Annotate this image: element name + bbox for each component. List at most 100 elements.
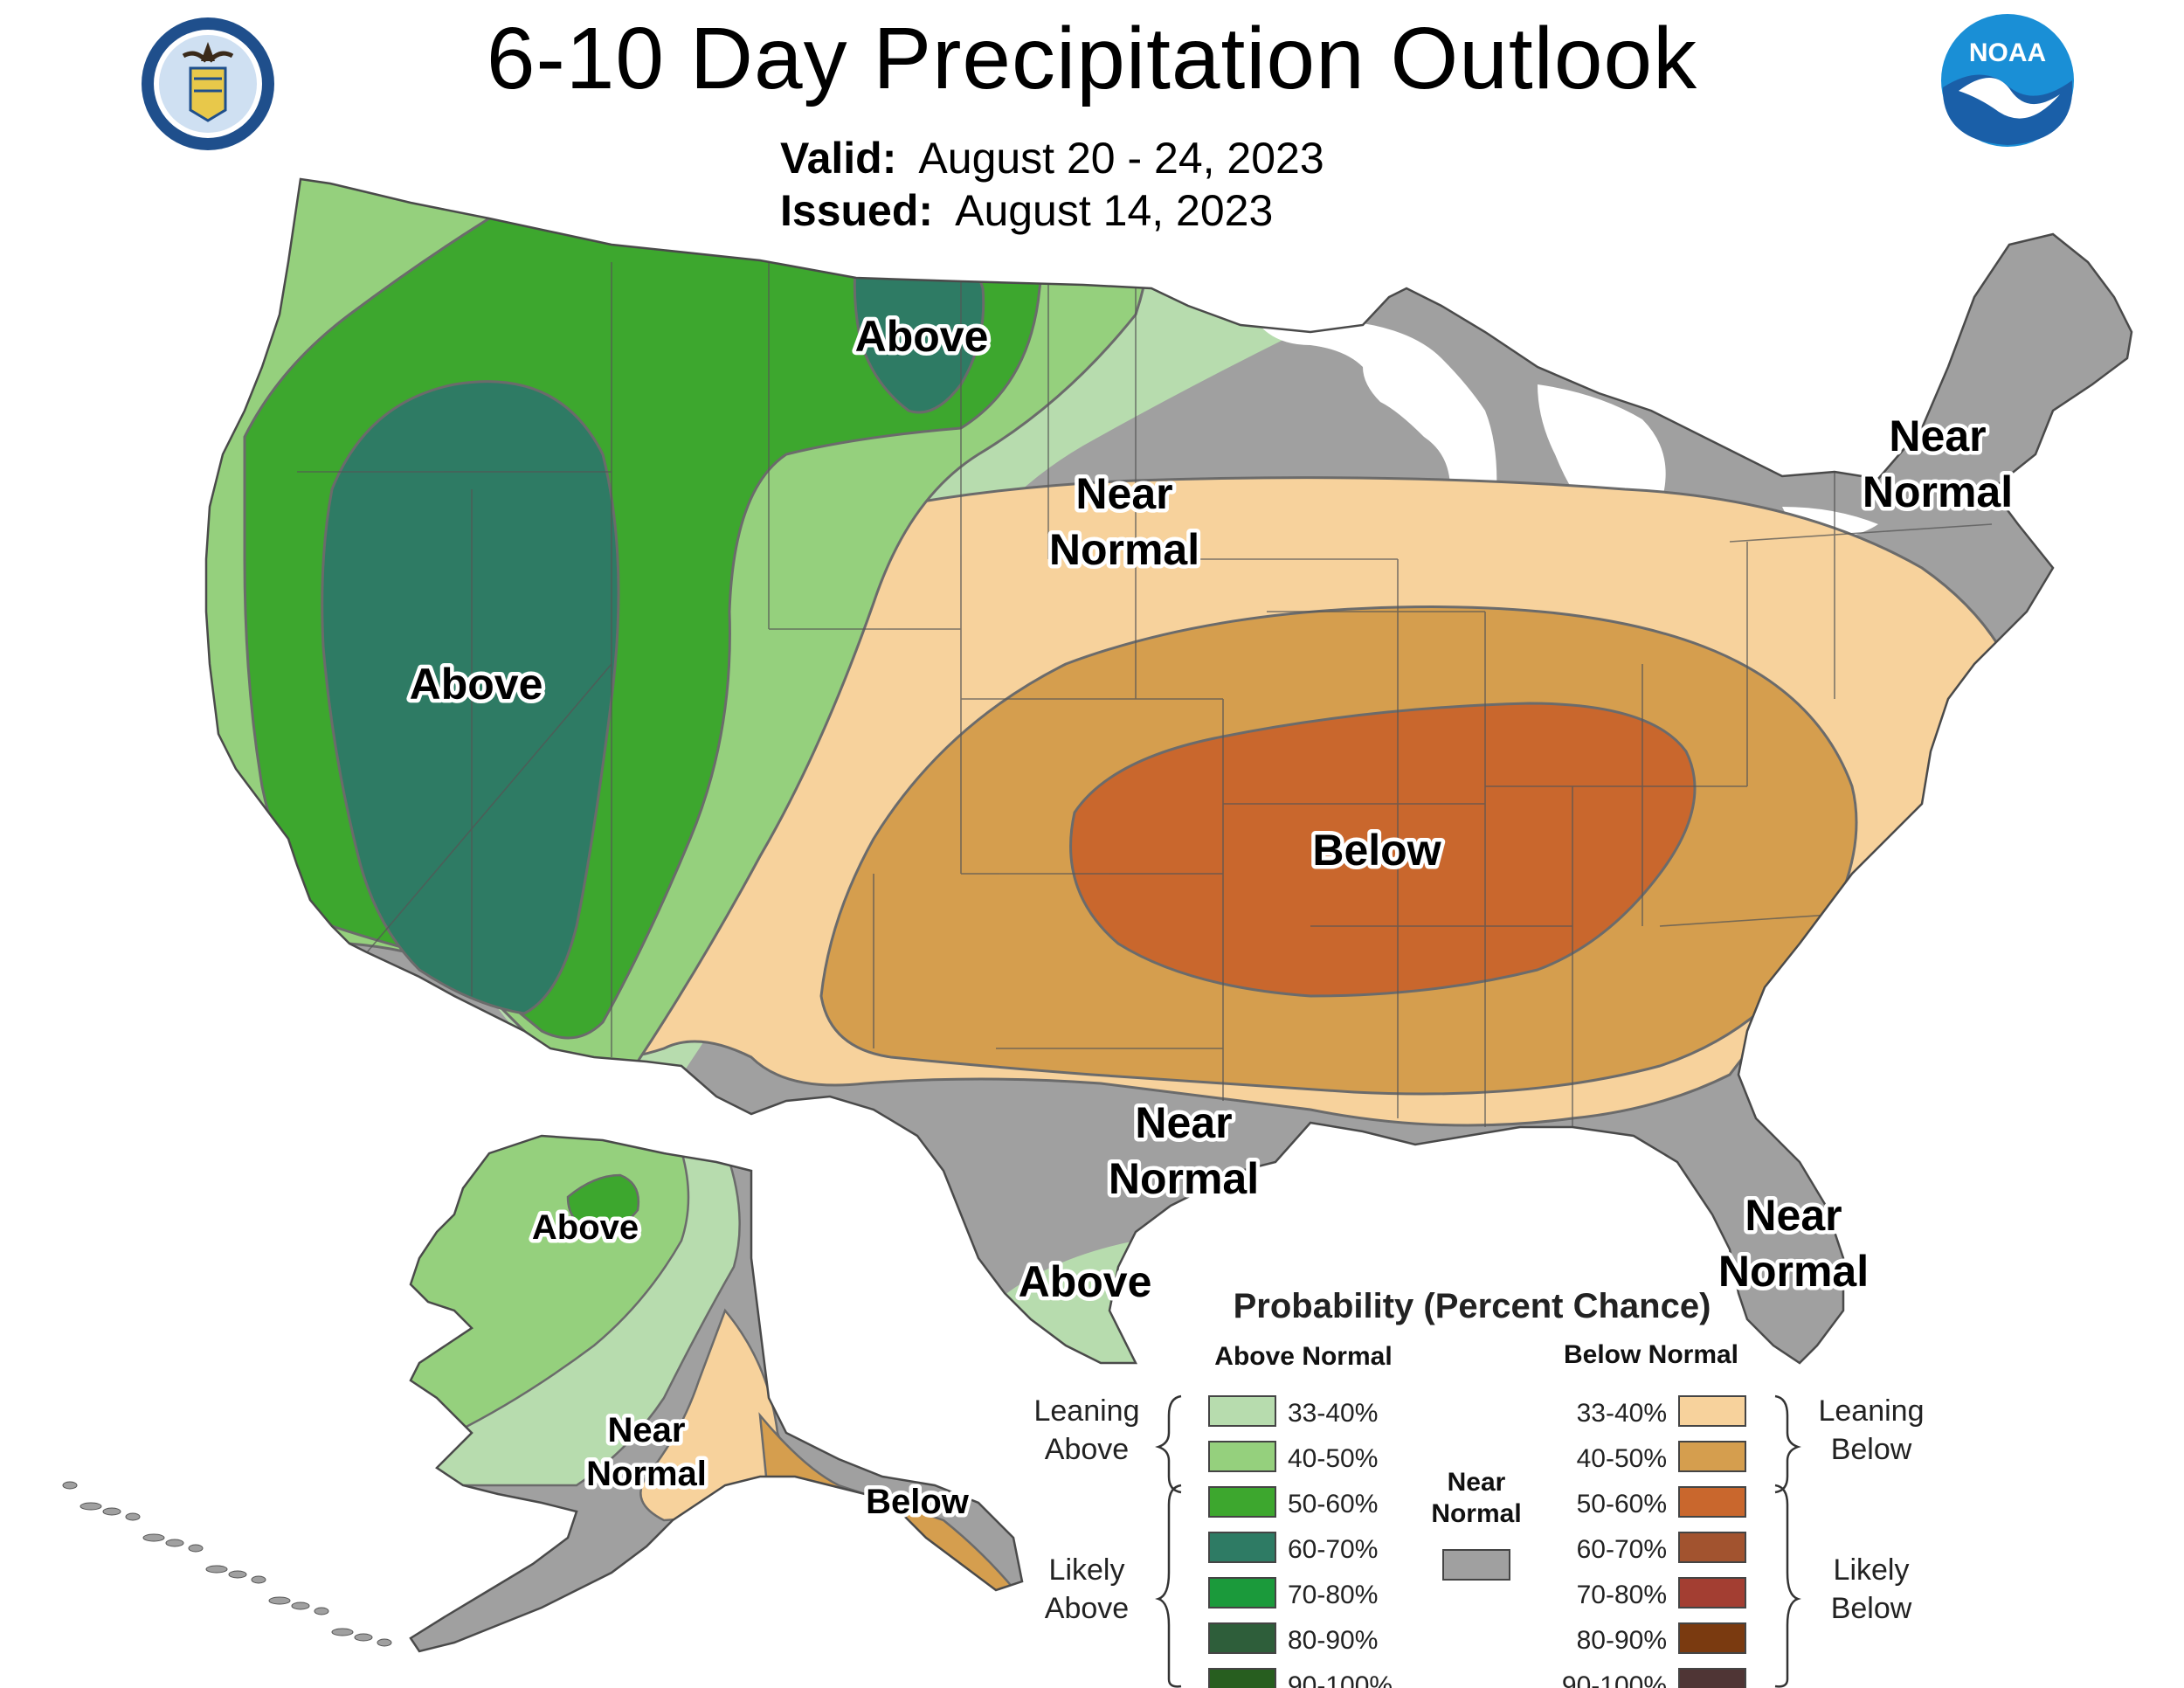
noaa-logo-icon: NOAA (1941, 14, 2074, 147)
label-alaska-below: Below (866, 1483, 970, 1521)
legend-above-label: 33-40% (1288, 1399, 1378, 1428)
island-shape (142, 1533, 165, 1542)
island-shape (291, 1602, 310, 1610)
legend-above-label: 40-50% (1288, 1444, 1378, 1473)
valid-dates: Valid: August 20 - 24, 2023 (780, 133, 1324, 183)
legend-above-label: 90-100% (1288, 1671, 1393, 1688)
legend-below-swatch (1678, 1395, 1746, 1427)
issued-value: August 14, 2023 (955, 186, 1274, 235)
island-shape (102, 1507, 121, 1516)
aleutian-islands (62, 1481, 392, 1647)
island-shape (188, 1544, 204, 1553)
department-of-commerce-seal-icon (142, 17, 274, 150)
island-shape (228, 1570, 247, 1579)
legend: Probability (Percent Chance) Above Norma… (1033, 1287, 1925, 1688)
legend-above-swatches: 33-40% 40-50% 50-60% 60-70% 70-80% 80-90% 90-1… (1208, 1395, 1393, 1688)
legend-leaning-below-1: Leaning (1818, 1394, 1924, 1428)
label-plains-near-2: Normal (1049, 525, 1199, 574)
legend-likely-above-1: Likely (1049, 1553, 1125, 1587)
great-lakes (1258, 319, 1878, 610)
legend-above-label: 60-70% (1288, 1535, 1378, 1564)
legend-below-label: 40-50% (1577, 1444, 1667, 1473)
valid-label: Valid: (780, 134, 897, 183)
label-alaska-near-1: Near (608, 1411, 686, 1449)
legend-below-swatch (1678, 1622, 1746, 1654)
legend-below-label: 50-60% (1577, 1490, 1667, 1519)
legend-below-label: 90-100% (1562, 1671, 1667, 1688)
state-boundary-line (366, 663, 612, 953)
map-labels: Above Above Near Normal Near Normal Belo… (405, 308, 2017, 1311)
legend-below-swatch (1678, 1486, 1746, 1518)
conus-outline (204, 177, 2133, 1365)
alaska-labels: Above Near Normal Below (528, 1205, 973, 1525)
legend-below-label: 80-90% (1577, 1626, 1667, 1655)
legend-title: Probability (Percent Chance) (1234, 1287, 1711, 1325)
label-northeast-near-1: Near (1889, 412, 1986, 460)
valid-value: August 20 - 24, 2023 (918, 134, 1324, 183)
legend-near-header-1: Near (1448, 1468, 1506, 1497)
issued-label: Issued: (780, 186, 934, 235)
alaska-outline (409, 1134, 1024, 1653)
legend-below-header: Below Normal (1564, 1340, 1738, 1369)
legend-above-swatch (1208, 1395, 1276, 1427)
island-shape (205, 1565, 228, 1574)
legend-above-swatch (1208, 1577, 1276, 1608)
legend-likely-below-1: Likely (1834, 1553, 1910, 1587)
label-west-above: Above (410, 660, 543, 709)
label-texas-near-2: Normal (1109, 1154, 1259, 1203)
legend-braces (1155, 1394, 1801, 1688)
alaska-precip-zones (411, 1136, 1022, 1651)
label-florida-near-2: Normal (1718, 1247, 1869, 1296)
legend-above-label: 80-90% (1288, 1626, 1378, 1655)
legend-below-label: 70-80% (1577, 1581, 1667, 1609)
island-shape (331, 1628, 354, 1636)
island-shape (314, 1607, 329, 1615)
island-shape (251, 1575, 266, 1584)
page-title: 6-10 Day Precipitation Outlook (486, 10, 1698, 107)
legend-below-label: 33-40% (1577, 1399, 1667, 1428)
island-shape (125, 1512, 141, 1521)
label-alaska-above: Above (532, 1208, 639, 1247)
label-florida-near-1: Near (1745, 1191, 1842, 1240)
island-shape (354, 1633, 373, 1642)
island-shape (268, 1596, 291, 1605)
legend-leaning-above-2: Above (1045, 1433, 1129, 1466)
legend-below-swatch (1678, 1441, 1746, 1472)
legend-near-header-2: Normal (1431, 1499, 1521, 1528)
legend-below-label: 60-70% (1577, 1535, 1667, 1564)
state-boundaries (297, 262, 1993, 1127)
legend-leaning-above-1: Leaning (1033, 1394, 1139, 1428)
label-texas-near-1: Near (1135, 1098, 1232, 1147)
legend-above-header: Above Normal (1214, 1342, 1392, 1371)
legend-leaning-below-2: Below (1831, 1433, 1912, 1466)
island-shape (165, 1539, 184, 1547)
legend-below-swatch (1678, 1668, 1746, 1688)
legend-above-swatch (1208, 1486, 1276, 1518)
label-alaska-near-2: Normal (586, 1455, 707, 1493)
island-shape (377, 1638, 392, 1647)
legend-below-swatch (1678, 1577, 1746, 1608)
label-north-above: Above (855, 312, 989, 361)
legend-above-swatch (1208, 1532, 1276, 1563)
legend-near-normal-swatch (1442, 1549, 1510, 1581)
issued-date: Issued: August 14, 2023 (780, 185, 1273, 236)
label-texas-above: Above (1019, 1257, 1152, 1306)
island-shape (62, 1481, 78, 1490)
conus-precip-zones (206, 179, 2132, 1363)
label-northeast-near-2: Normal (1863, 467, 2013, 516)
legend-above-swatch (1208, 1441, 1276, 1472)
island-shape (79, 1502, 102, 1511)
legend-above-swatch (1208, 1668, 1276, 1688)
legend-above-label: 70-80% (1288, 1581, 1378, 1609)
legend-below-swatch (1678, 1532, 1746, 1563)
state-boundary-line (1729, 523, 1993, 543)
legend-above-label: 50-60% (1288, 1490, 1378, 1519)
label-central-below: Below (1312, 826, 1441, 875)
legend-likely-below-2: Below (1831, 1592, 1912, 1625)
label-plains-near-1: Near (1075, 469, 1172, 518)
legend-above-swatch (1208, 1622, 1276, 1654)
legend-likely-above-2: Above (1045, 1592, 1129, 1625)
legend-below-swatches: 33-40% 40-50% 50-60% 60-70% 70-80% 80-90% 90-1… (1562, 1395, 1746, 1688)
